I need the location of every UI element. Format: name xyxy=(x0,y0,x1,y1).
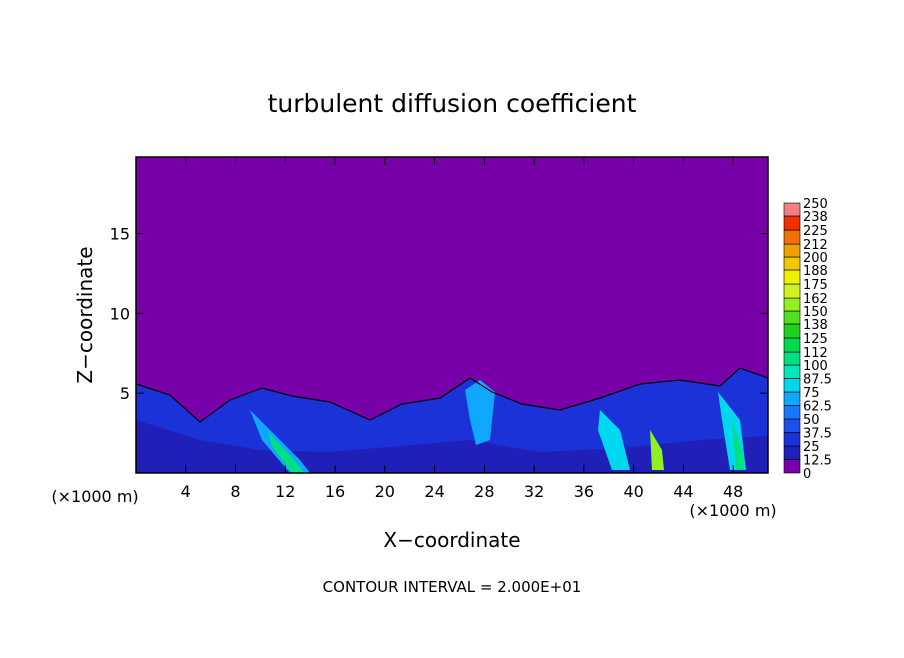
colorbar-label: 138 xyxy=(803,318,828,333)
colorbar-label: 188 xyxy=(803,264,828,279)
colorbar-band xyxy=(783,215,801,231)
colorbar-band xyxy=(783,243,801,258)
contour-fill xyxy=(268,432,304,473)
colorbar-label: 150 xyxy=(803,305,828,320)
colorbar-band xyxy=(783,269,801,285)
colorbar-label: 12.5 xyxy=(803,454,832,469)
y-tick-label: 10 xyxy=(110,304,130,323)
colorbar-label: 250 xyxy=(803,197,828,212)
colorbar-label: 100 xyxy=(803,359,828,374)
colorbar-band xyxy=(783,432,801,447)
colorbar-band xyxy=(783,256,801,271)
x-tick-label: 44 xyxy=(673,482,693,501)
colorbar-label: 212 xyxy=(803,238,828,253)
colorbar-label: 0 xyxy=(803,467,811,482)
contour-fill xyxy=(465,380,495,445)
chart-title: turbulent diffusion coefficient xyxy=(268,89,637,118)
colorbar-label: 87.5 xyxy=(803,373,832,388)
x-tick-label: 36 xyxy=(574,482,594,501)
x-tick-label: 40 xyxy=(623,482,643,501)
y-tick-label: 5 xyxy=(120,384,130,403)
x-tick-label: 8 xyxy=(230,482,240,501)
colorbar-label: 25 xyxy=(803,440,820,455)
x-tick-label: 48 xyxy=(723,482,743,501)
colorbar-label: 37.5 xyxy=(803,427,832,442)
colorbar-band xyxy=(783,202,801,217)
colorbar-band xyxy=(783,364,801,379)
colorbar-band xyxy=(783,229,801,245)
x-tick-label: 4 xyxy=(181,482,191,501)
colorbar-band xyxy=(783,378,801,393)
colorbar-band xyxy=(783,418,801,433)
colorbar-label: 238 xyxy=(803,210,828,225)
colorbar-label: 162 xyxy=(803,292,828,307)
colorbar-label: 125 xyxy=(803,332,828,347)
y-tick-label: 15 xyxy=(110,225,130,244)
x-tick-label: 32 xyxy=(524,482,544,501)
colorbar-label: 112 xyxy=(803,346,828,361)
x-tick-label: 12 xyxy=(275,482,295,501)
x-tick-label: 24 xyxy=(424,482,444,501)
y-axis-label: Z−coordinate xyxy=(73,246,97,383)
colorbar-band xyxy=(783,323,801,339)
annotation: CONTOUR INTERVAL = 2.000E+01 xyxy=(323,578,582,596)
contour-fill xyxy=(250,410,310,473)
colorbar-band xyxy=(783,391,801,406)
colorbar-band xyxy=(783,405,801,420)
colorbar-band xyxy=(783,459,801,474)
colorbar-label: 50 xyxy=(803,413,820,428)
x-tick-label: 16 xyxy=(325,482,345,501)
x-axis-label: X−coordinate xyxy=(383,528,520,552)
colorbar-band xyxy=(783,351,801,366)
colorbar-band xyxy=(783,445,801,460)
contour-field xyxy=(135,157,769,473)
colorbar-band xyxy=(783,283,801,299)
contour-fill xyxy=(732,420,744,470)
colorbar-band xyxy=(783,310,801,325)
colorbar-label: 75 xyxy=(803,386,820,401)
x-tick-label: 20 xyxy=(375,482,395,501)
colorbar-label: 200 xyxy=(803,251,828,266)
contour-fill xyxy=(598,410,630,470)
colorbar-label: 62.5 xyxy=(803,400,832,415)
plot-frame xyxy=(135,156,769,474)
contour-line xyxy=(135,367,769,423)
x-unit: (×1000 m) xyxy=(689,501,776,520)
colorbar-band xyxy=(783,297,801,312)
colorbar-label: 225 xyxy=(803,224,828,239)
y-unit: (×1000 m) xyxy=(51,487,138,506)
colorbar-label: 175 xyxy=(803,278,828,293)
x-tick-label: 28 xyxy=(474,482,494,501)
colorbar-band xyxy=(783,337,801,353)
contour-fill xyxy=(650,430,664,470)
